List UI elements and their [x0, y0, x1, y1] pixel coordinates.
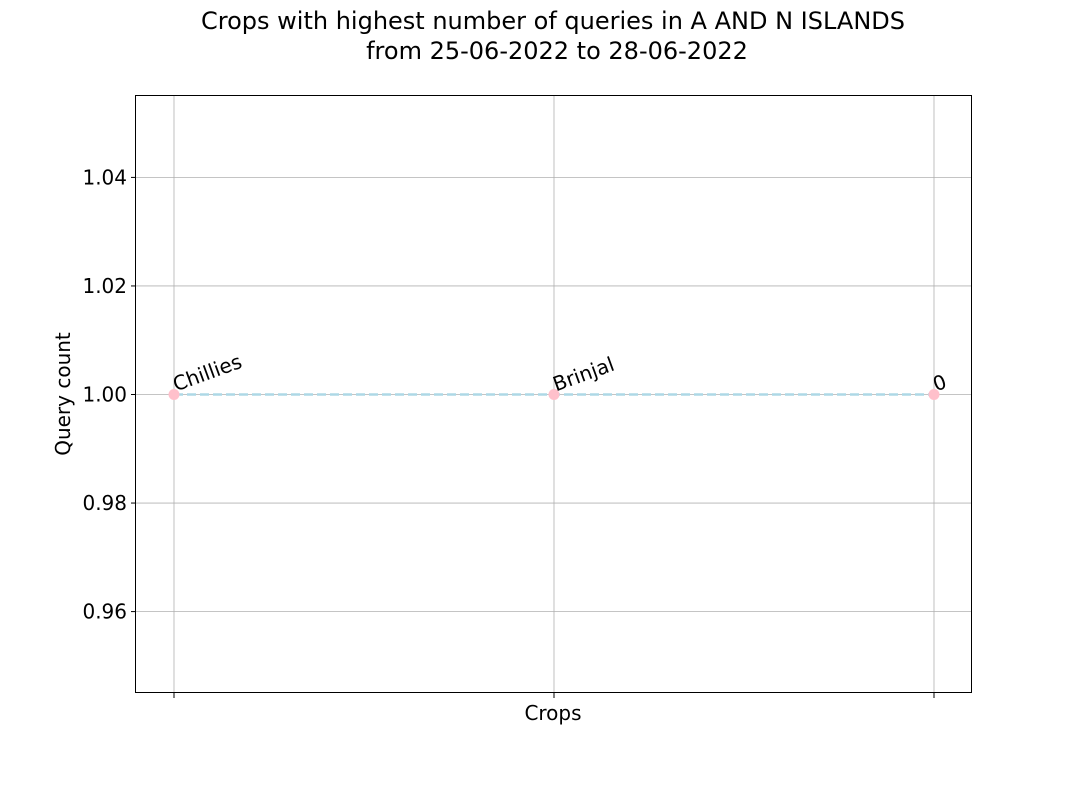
- plot-frame: [135, 95, 972, 693]
- chart-title-line1: Crops with highest number of queries in …: [201, 7, 905, 35]
- chart-title-line2: from 25-06-2022 to 28-06-2022: [366, 37, 748, 65]
- point-label: Brinjal: [550, 352, 618, 396]
- series-query-count: Chillies Brinjal 0: [168, 349, 950, 400]
- point-label: Chillies: [170, 349, 245, 396]
- data-point: [168, 389, 180, 400]
- y-tick-label: 1.04: [82, 165, 127, 189]
- y-tick-label: 0.98: [82, 491, 127, 515]
- y-tick-label: 1.00: [82, 383, 127, 407]
- data-point: [548, 389, 560, 400]
- y-axis-label: Query count: [51, 332, 75, 456]
- data-point: [928, 389, 940, 400]
- x-axis-label: Crops: [524, 701, 581, 725]
- axis-ticks: 0.96 0.98 1.00 1.02 1.04: [82, 165, 935, 698]
- y-tick-label: 0.96: [82, 600, 127, 624]
- y-tick-label: 1.02: [82, 274, 127, 298]
